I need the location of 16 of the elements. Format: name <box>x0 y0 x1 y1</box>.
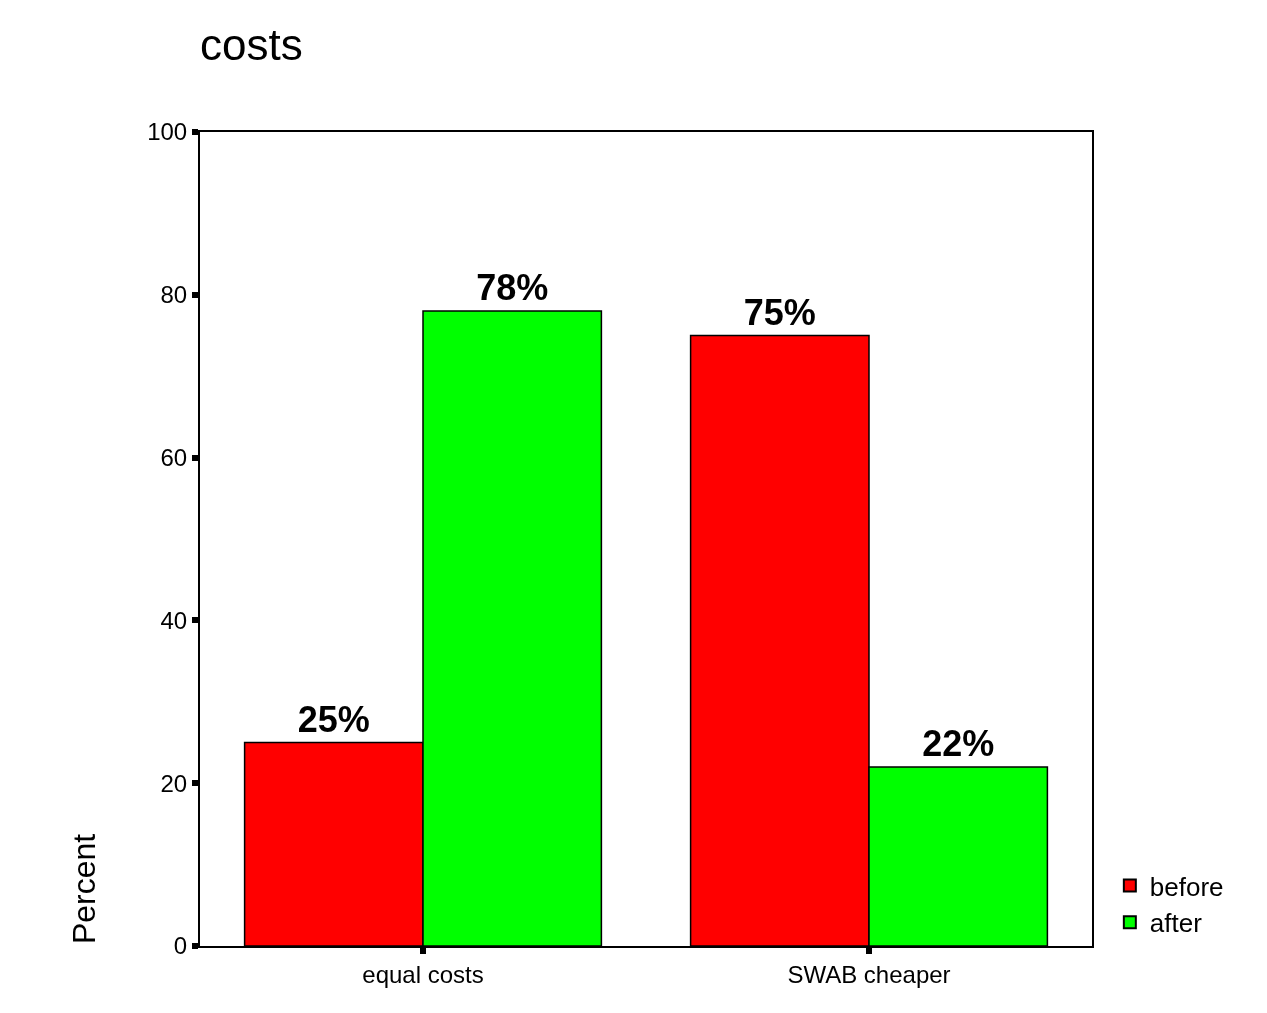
y-axis-title: Percent <box>66 833 103 945</box>
y-tick-label: 100 <box>147 118 188 146</box>
y-tick-label: 0 <box>173 932 188 960</box>
data-label: 75% <box>743 291 816 333</box>
x-tick-label: SWAB cheaper <box>787 960 951 988</box>
y-tick-label: 40 <box>160 606 188 634</box>
y-tick-label: 60 <box>160 444 188 471</box>
legend-label: before <box>1149 871 1224 902</box>
y-tick-label: 80 <box>160 281 188 309</box>
data-label: 22% <box>922 722 995 764</box>
legend-label: after <box>1149 908 1203 939</box>
data-label: 78% <box>476 267 549 309</box>
y-tick-label: 20 <box>160 769 188 797</box>
data-label: 25% <box>297 698 370 740</box>
x-tick-label: equal costs <box>362 960 484 988</box>
chart-title: costs <box>200 20 303 70</box>
